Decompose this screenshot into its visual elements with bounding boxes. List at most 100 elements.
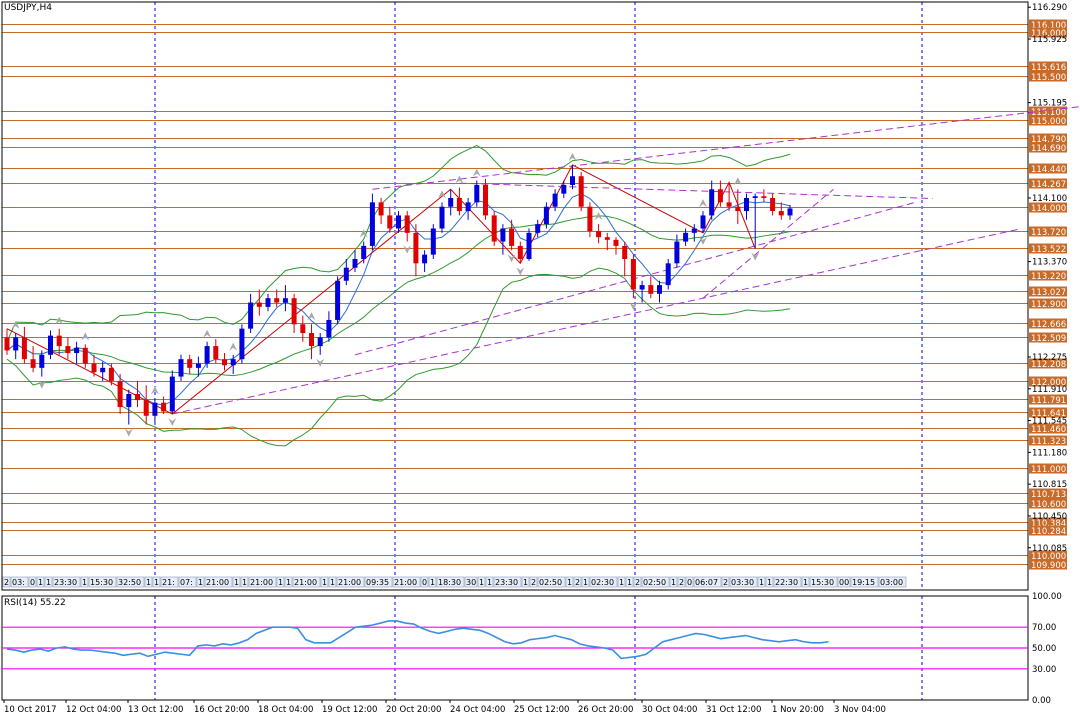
rsi-panel[interactable]: 100.00 70.00 50.00 30.00 0.00 <box>1 592 1062 706</box>
candle-body <box>674 241 680 264</box>
fractal-up-arrow <box>81 332 90 341</box>
level-tag <box>1029 115 1067 126</box>
time-tag-text: 0 <box>422 578 427 587</box>
time-tag-text: 18:30 <box>438 578 461 587</box>
time-tag-text: 02:50 <box>643 578 666 587</box>
time-tag-box <box>633 576 642 588</box>
time-tag-text: 2 <box>679 578 684 587</box>
candle-body <box>439 206 445 229</box>
level-tag-text: 112.000 <box>1031 378 1066 388</box>
level-tag-text: 114.690 <box>1031 144 1066 154</box>
level-tag <box>1029 358 1067 369</box>
level-tag-text: 112.208 <box>1031 360 1066 370</box>
candle-body <box>552 193 558 207</box>
lower-band-line <box>6 267 791 447</box>
candle-body <box>761 196 767 198</box>
fractal-up-arrow <box>55 316 64 325</box>
fractal-down-arrow <box>629 302 638 311</box>
time-tag-text: 15:30 <box>90 578 113 587</box>
candle-body <box>335 280 341 320</box>
time-tag-text: 0 <box>30 578 35 587</box>
candle-body <box>326 319 332 338</box>
fractal-up-arrow <box>568 152 577 161</box>
candle-body <box>378 202 384 216</box>
time-tag-text: 06:07 <box>695 578 718 587</box>
time-tag-box <box>436 576 465 588</box>
candle-body <box>178 359 184 377</box>
level-tag-text: 114.000 <box>1031 204 1066 214</box>
time-tag-text: 1 <box>330 578 335 587</box>
time-tag-box <box>392 576 421 588</box>
fractal-down-arrow <box>516 267 525 276</box>
time-tag-box <box>581 576 590 588</box>
trend-line <box>172 228 1022 415</box>
level-tag <box>1029 226 1067 237</box>
time-tag-box <box>364 576 393 588</box>
candle-body <box>274 298 280 303</box>
candle-body <box>726 202 732 207</box>
time-tag-box <box>721 576 730 588</box>
time-label: 1 Nov 20:00 <box>772 705 824 715</box>
candle-body <box>778 211 784 216</box>
upper-band-line <box>6 144 791 342</box>
level-tag <box>1029 27 1067 38</box>
time-tag-text: 0 <box>687 578 692 587</box>
rsi-tick-label: 30.00 <box>1032 665 1056 675</box>
fractal-up-arrow <box>472 168 481 177</box>
time-tag-box <box>2 576 11 588</box>
level-tag-text: 110.284 <box>1031 527 1066 537</box>
candlesticks <box>4 164 793 425</box>
time-tag-text: 2 <box>575 578 580 587</box>
candle-body <box>265 298 271 307</box>
level-tag-text: 116.000 <box>1031 29 1066 39</box>
level-tag <box>1029 423 1067 434</box>
level-tag <box>1029 517 1067 528</box>
time-tag-text: 15:30 <box>811 578 834 587</box>
level-tag-text: 113.220 <box>1031 272 1066 282</box>
candle-body <box>509 228 515 246</box>
level-tag-text: 116.100 <box>1031 21 1066 31</box>
time-tag-text: 1 <box>154 578 159 587</box>
candle-body <box>630 258 636 290</box>
level-tag <box>1029 106 1067 117</box>
price-tick-label: 115.925 <box>1032 35 1067 45</box>
time-tag-box <box>477 576 486 588</box>
level-tag <box>1029 318 1067 329</box>
candle-body <box>465 202 471 212</box>
candle-body <box>13 337 19 351</box>
price-tick-label: 111.910 <box>1032 385 1067 395</box>
time-tag-text: 23:30 <box>495 578 518 587</box>
time-tag-text: 1 <box>583 578 588 587</box>
time-tag-text: 03: <box>12 578 25 587</box>
candle-body <box>578 176 584 207</box>
level-tag <box>1029 286 1067 297</box>
candle-body <box>126 394 132 408</box>
candle-body <box>282 298 288 303</box>
candle-body <box>613 239 619 246</box>
fractal-up-arrow <box>438 190 446 199</box>
candle-body <box>700 215 706 229</box>
price-tick-label: 114.100 <box>1032 194 1067 204</box>
level-tag-text: 115.616 <box>1031 63 1066 73</box>
price-tick-label: 116.290 <box>1032 3 1067 13</box>
candle-body <box>300 324 306 334</box>
middle-band-line <box>6 215 791 377</box>
time-tag-box <box>729 576 758 588</box>
fractal-up-arrow <box>150 386 159 395</box>
main-plot-frame <box>1 1 1029 591</box>
price-tick-label: 110.085 <box>1032 544 1067 554</box>
time-tag-box <box>44 576 53 588</box>
time-tag-box <box>276 576 285 588</box>
fractal-arrows <box>11 152 760 437</box>
level-tag <box>1029 298 1067 309</box>
time-tag-box <box>878 576 907 588</box>
time-tag-text: 1 <box>759 578 764 587</box>
trend-line <box>459 182 933 200</box>
price-tick-label: 110.815 <box>1032 480 1067 490</box>
time-axis: 10 Oct 2017 12 Oct 04:00 13 Oct 12:00 16 Oc… <box>3 700 886 715</box>
candle-body <box>596 231 602 238</box>
time-tag-text: 1 <box>619 578 624 587</box>
